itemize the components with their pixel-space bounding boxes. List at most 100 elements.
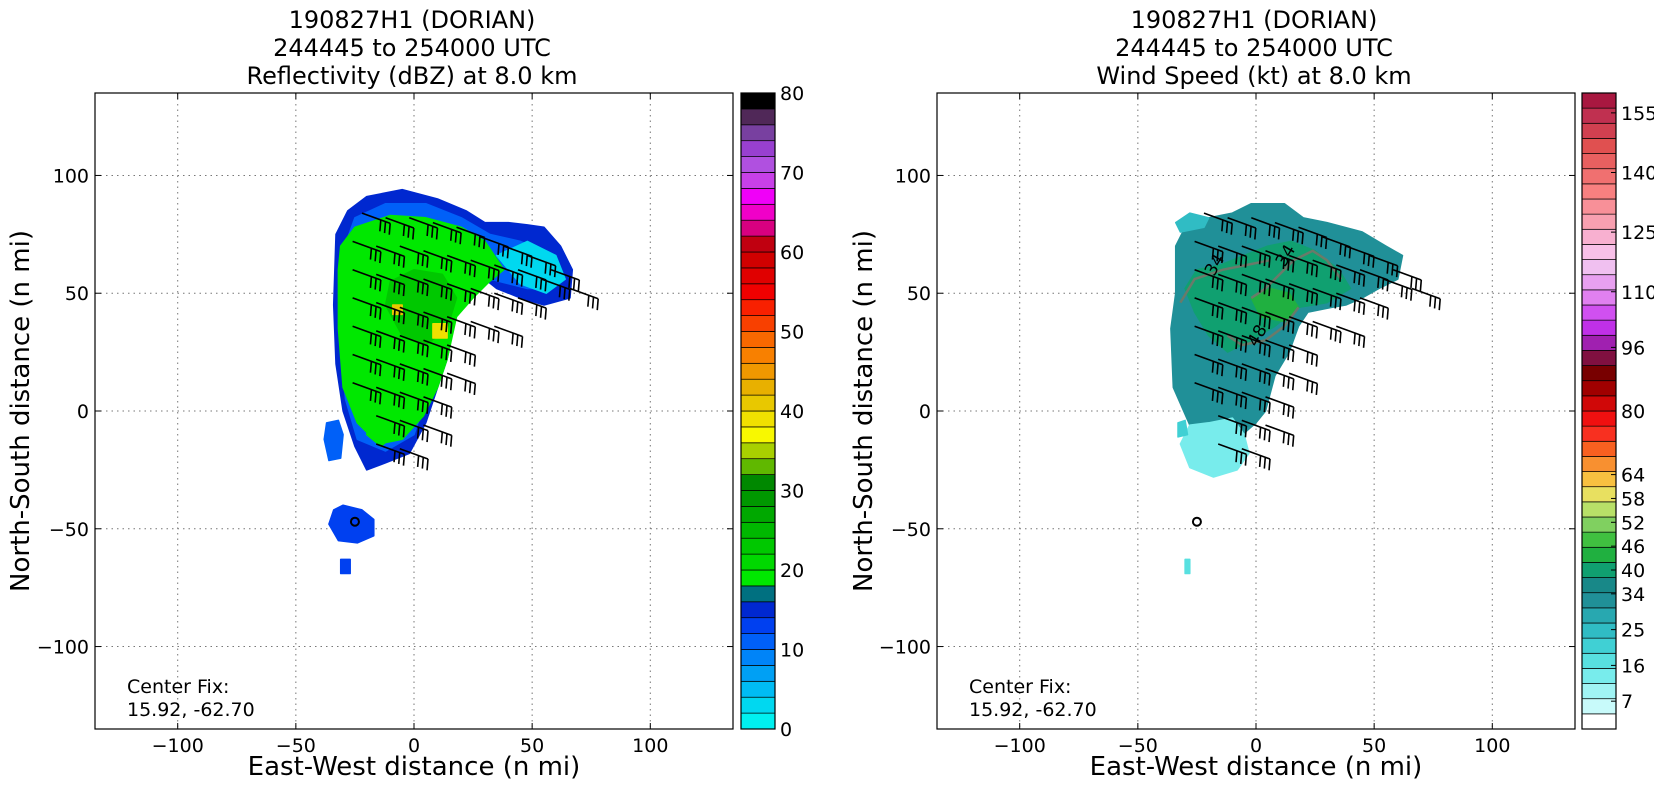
wind-speed-panel: 190827H1 (DORIAN) 244445 to 254000 UTC W…: [849, 6, 1654, 782]
wind-barb: [494, 325, 524, 348]
wind-barb: [375, 443, 406, 466]
colorbar-segment: [1581, 228, 1617, 245]
wind-barb: [446, 316, 477, 339]
wind-barb: [541, 278, 571, 301]
colorbar-segment: [1581, 410, 1617, 427]
wind-barb: [1241, 334, 1271, 358]
wind-barb: [399, 363, 429, 386]
wind-barb: [1241, 391, 1271, 414]
wind-barb: [385, 217, 415, 240]
colorbar-segment: [740, 410, 776, 428]
colorbar-segment: [740, 108, 776, 126]
wind-barb: [1241, 245, 1271, 268]
wind-barb: [1274, 221, 1304, 245]
colorbar-segment: [1581, 213, 1617, 230]
colorbar-tick-label: 20: [780, 560, 804, 582]
colorbar-segment: [740, 156, 776, 173]
colorbar-segment: [740, 712, 776, 730]
field-region: [365, 414, 396, 448]
colorbar-tick-label: 80: [1621, 401, 1645, 423]
y-tick-label: −100: [879, 637, 931, 659]
colorbar-segment: [1581, 365, 1617, 382]
x-tick-label: 100: [632, 735, 668, 757]
field-region: [323, 419, 344, 462]
wind-barb: [470, 259, 500, 282]
center-fix-label: Center Fix:: [127, 676, 229, 698]
reflectivity-colorbar: 0 10 20 30 40 50 60 70 80: [740, 83, 804, 741]
colorbar-segment: [740, 680, 776, 698]
colorbar-segment: [1581, 198, 1617, 215]
colorbar-segment: [740, 537, 776, 555]
wind-barb: [1217, 414, 1248, 438]
wind-barb: [375, 386, 406, 410]
wind-barb: [399, 306, 429, 330]
colorbar-segment: [1581, 138, 1617, 154]
colorbar-segment: [1581, 622, 1617, 639]
wind-barb: [494, 292, 524, 315]
y-axis-title: North-South distance (n mi): [6, 230, 36, 592]
colorbar-segment: [740, 442, 776, 460]
colorbar-segment: [740, 124, 776, 142]
x-tick-label: −50: [1118, 735, 1158, 757]
colorbar-segment: [1581, 274, 1617, 291]
wind-barb: [1336, 292, 1366, 315]
wind-barb: [1194, 325, 1224, 348]
panel-title-line-3: Wind Speed (kt) at 8.0 km: [1096, 62, 1411, 90]
colorbar-segment: [740, 92, 776, 110]
colorbar-tick-label: 80: [780, 83, 804, 105]
wind-barb: [1227, 217, 1257, 240]
y-tick-label: −50: [891, 519, 931, 541]
colorbar-segment: [740, 267, 776, 285]
center-fix-label: Center Fix:: [969, 676, 1071, 698]
wind-barb: [352, 353, 382, 377]
colorbar-tick-label: 140: [1621, 163, 1654, 185]
wind-barb: [1336, 325, 1366, 348]
colorbar-segment: [1581, 395, 1617, 412]
colorbar-segment: [1581, 652, 1617, 669]
wind-barb: [399, 391, 429, 414]
wind-barb: [352, 381, 382, 405]
wind-barb: [1217, 386, 1248, 410]
colorbar-tick-label: 46: [1621, 536, 1645, 558]
wind-barb: [1411, 287, 1441, 311]
colorbar-tick-label: 110: [1621, 282, 1654, 304]
wind-barb: [446, 283, 477, 306]
center-marker: [1191, 516, 1202, 527]
wind-barb: [1217, 443, 1248, 466]
wind-barb: [1194, 353, 1224, 377]
colorbar-segment: [1581, 607, 1617, 624]
wind-barb: [1194, 268, 1224, 292]
wind-barb: [399, 245, 429, 268]
colorbar-tick-label: 34: [1621, 584, 1645, 606]
colorbar-segment: [740, 458, 776, 475]
wind-barb: [352, 240, 382, 264]
colorbar-segment: [740, 251, 776, 269]
colorbar-tick-label: 0: [780, 719, 792, 741]
wind-barb: [399, 447, 429, 471]
wind-barb: [409, 217, 439, 240]
wind-barb: [1217, 330, 1248, 353]
wind-barb: [1194, 297, 1224, 320]
wind-barb: [1312, 287, 1342, 311]
colorbar-segment: [1581, 92, 1617, 109]
wind-barb: [375, 245, 406, 268]
colorbar-segment: [1581, 259, 1617, 276]
wind-barb: [1265, 424, 1295, 447]
wind-barb: [456, 226, 486, 249]
x-tick-label: 0: [1250, 735, 1262, 757]
wind-barb: [1194, 381, 1224, 405]
wind-barbs: [352, 212, 599, 471]
panel-title-line-2: 244445 to 254000 UTC: [1115, 34, 1393, 62]
colorbar-segment: [1581, 713, 1617, 730]
colorbar-segment: [740, 283, 776, 301]
y-tick-label: 0: [919, 401, 931, 423]
field-region: [1177, 419, 1189, 438]
wind-barb: [1288, 254, 1319, 278]
colorbar-tick-label: 52: [1621, 512, 1645, 534]
colorbar-segment: [740, 633, 776, 650]
y-axis-title: North-South distance (n mi): [849, 230, 879, 592]
wind-barb: [470, 320, 500, 344]
colorbar-tick-label: 7: [1621, 691, 1633, 713]
colorbar-tick-label: 10: [780, 640, 804, 662]
